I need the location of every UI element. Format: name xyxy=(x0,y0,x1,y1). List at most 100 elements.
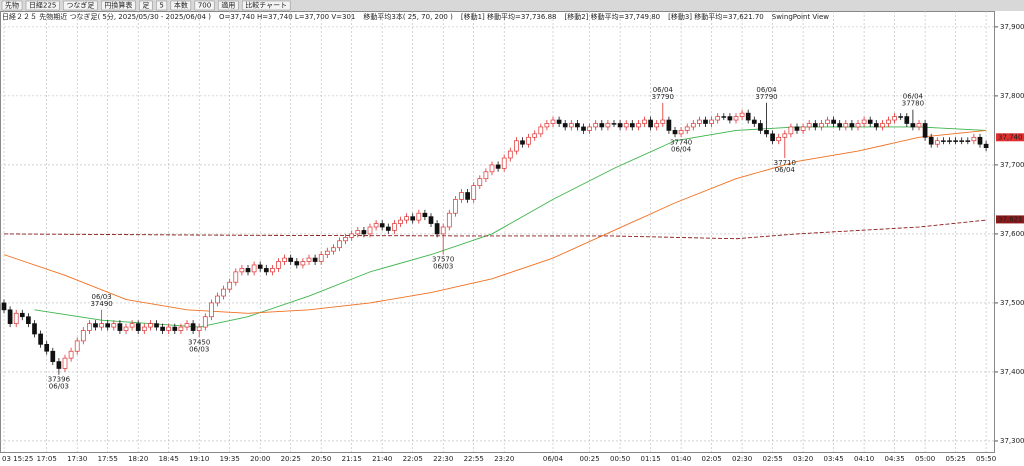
toolbar-label[interactable]: 円換算表 xyxy=(104,1,132,10)
candle-body xyxy=(221,288,226,297)
toolbar xyxy=(0,0,1024,11)
toolbar-box[interactable] xyxy=(170,0,192,11)
toolbar-box[interactable] xyxy=(63,0,98,11)
candle-body xyxy=(68,350,74,359)
candle-body xyxy=(440,226,446,235)
toolbar-item[interactable]: 比較チャート xyxy=(241,0,291,11)
x-tick-label: 19:35 xyxy=(220,455,240,463)
candle-body xyxy=(495,164,501,169)
candle-body xyxy=(611,123,617,125)
candle-body xyxy=(257,264,263,269)
toolbar-box[interactable] xyxy=(1,0,23,11)
candle-body xyxy=(263,268,269,273)
toolbar-label[interactable]: 日経225 xyxy=(29,1,56,10)
x-tick-label: 20:25 xyxy=(281,455,301,463)
candle-body xyxy=(300,261,306,266)
candle-body xyxy=(825,119,830,124)
candle-body xyxy=(550,119,556,124)
candle-body xyxy=(160,326,165,331)
candle-body xyxy=(343,237,348,242)
x-tick-label: 22:30 xyxy=(433,455,453,463)
candle-body xyxy=(745,112,751,121)
candle-body xyxy=(56,361,62,369)
toolbar-label[interactable]: 5 xyxy=(159,2,163,10)
x-tick-label: 21:15 xyxy=(342,455,362,463)
candle-body xyxy=(507,150,513,159)
candle-body xyxy=(501,157,507,169)
candle-body xyxy=(62,357,68,369)
candle-body xyxy=(209,302,214,318)
x-tick-label: 22:05 xyxy=(403,455,423,463)
candle-body xyxy=(459,192,464,200)
candle-body xyxy=(410,216,416,221)
candle-body xyxy=(367,226,373,235)
x-tick-label: 17:55 xyxy=(98,455,118,463)
candle-body xyxy=(190,323,196,331)
header-text: [移動1] 移動平均=37,736.88 xyxy=(461,12,557,21)
candle-body xyxy=(800,126,806,131)
candle-body xyxy=(770,133,775,142)
candle-body xyxy=(80,330,86,342)
candle-body xyxy=(733,116,739,121)
toolbar-label[interactable]: 700 xyxy=(198,2,211,10)
toolbar-label[interactable]: つなぎ足 xyxy=(66,1,94,10)
candle-body xyxy=(581,126,586,131)
candle-body xyxy=(959,140,965,142)
toolbar-label[interactable]: 比較チャート xyxy=(245,1,287,10)
toolbar-item[interactable]: 足 xyxy=(139,0,153,11)
candle-body xyxy=(831,119,836,124)
x-tick-label: 00:25 xyxy=(580,455,600,463)
candle-body xyxy=(782,133,788,138)
candle-body xyxy=(910,123,916,128)
y-tick-label: 37,500 xyxy=(1000,299,1024,307)
swing-date: 06/03 xyxy=(92,293,112,301)
candle-body xyxy=(526,136,531,145)
toolbar-box[interactable] xyxy=(139,0,153,11)
candle-body xyxy=(202,316,208,328)
candle-body xyxy=(453,199,458,214)
candle-body xyxy=(422,212,428,218)
moving-average-line xyxy=(34,126,987,328)
toolbar-box[interactable] xyxy=(25,0,60,11)
toolbar-item[interactable]: 日経225 xyxy=(25,0,60,11)
candle-body xyxy=(709,119,714,124)
toolbar-label[interactable]: 本数 xyxy=(174,1,188,10)
toolbar-item[interactable]: 円換算表 xyxy=(101,0,136,11)
y-tick-label: 37,800 xyxy=(1000,92,1024,100)
toolbar-item[interactable]: 先物 xyxy=(1,0,23,11)
candle-body xyxy=(947,140,952,142)
candle-body xyxy=(758,123,763,131)
candle-body xyxy=(233,271,239,283)
swing-price: 37570 xyxy=(432,256,454,264)
toolbar-box[interactable] xyxy=(101,0,136,11)
candle-body xyxy=(288,257,294,262)
candle-body xyxy=(806,123,812,128)
x-tick-label: 22:55 xyxy=(464,455,484,463)
moving-average-line xyxy=(3,129,987,314)
toolbar-item[interactable]: 適用 xyxy=(217,0,239,11)
x-tick-label: 19:10 xyxy=(189,455,209,463)
candle-body xyxy=(93,323,98,328)
toolbar-item[interactable]: 700 xyxy=(194,0,215,11)
header-text: [移動2] 移動平均=37,749.80 xyxy=(564,12,660,21)
swing-price: 37790 xyxy=(652,93,674,101)
toolbar-box[interactable] xyxy=(194,0,215,11)
plot-area xyxy=(0,11,995,453)
toolbar-label[interactable]: 足 xyxy=(142,2,149,10)
candle-body xyxy=(928,136,934,145)
toolbar-box[interactable] xyxy=(241,0,291,11)
toolbar-label[interactable]: 先物 xyxy=(5,1,19,10)
toolbar-item[interactable]: 5 xyxy=(156,0,168,11)
toolbar-item[interactable]: 本数 xyxy=(170,0,192,11)
toolbar-box[interactable] xyxy=(156,0,168,11)
candle-body xyxy=(849,123,855,128)
toolbar-label[interactable]: 適用 xyxy=(221,1,235,10)
candle-body xyxy=(294,261,300,266)
x-tick-label: 05:50 xyxy=(976,455,996,463)
toolbar-item[interactable]: つなぎ足 xyxy=(63,0,98,11)
candle-body xyxy=(111,323,117,328)
y-tick-label: 37,700 xyxy=(1000,161,1024,169)
toolbar-box[interactable] xyxy=(217,0,239,11)
y-tick-label: 37,600 xyxy=(1000,230,1024,238)
candle-body xyxy=(672,130,678,135)
